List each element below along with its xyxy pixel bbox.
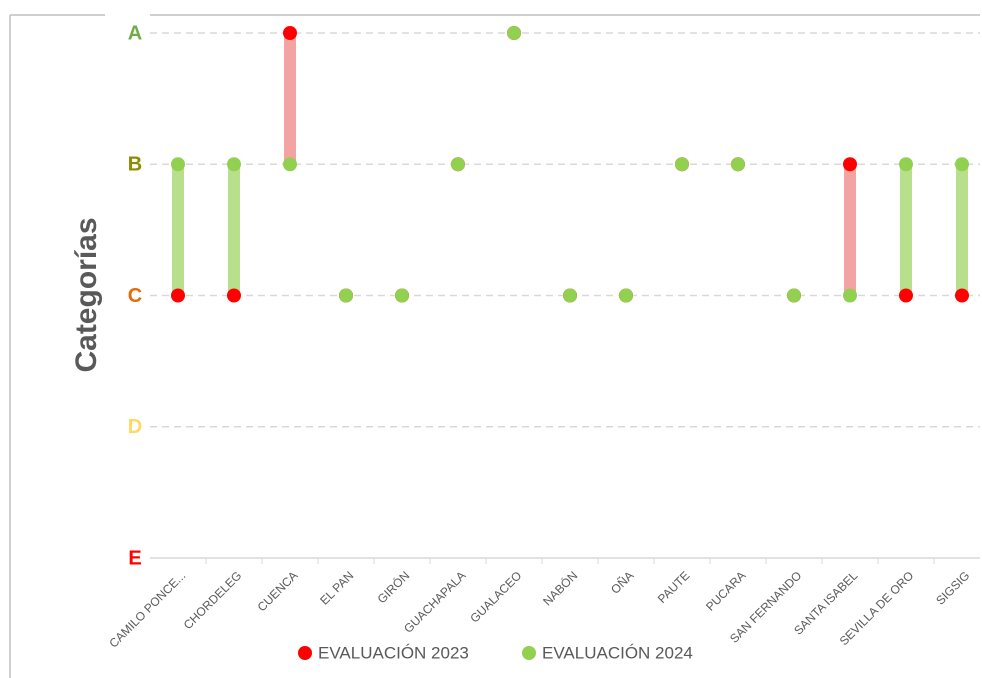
dot	[731, 157, 745, 172]
dot	[675, 157, 689, 172]
y-tick-label: E	[128, 547, 141, 569]
y-tick-label: B	[128, 154, 142, 176]
dot	[955, 157, 969, 172]
legend-marker	[298, 646, 312, 660]
x-tick-label: GIRÓN	[374, 568, 412, 606]
y-tick-label: C	[128, 285, 142, 307]
legend-label: EVALUACIÓN 2024	[542, 643, 693, 662]
x-tick-label: OÑA	[608, 568, 636, 596]
legend-label: EVALUACIÓN 2023	[318, 643, 469, 662]
x-tick-label: CUENCA	[255, 568, 301, 614]
x-tick-label: GUALACEO	[467, 568, 524, 625]
dot	[843, 288, 857, 303]
dot	[339, 288, 353, 303]
dot	[899, 288, 913, 303]
legend-marker	[522, 646, 536, 660]
x-tick-label: CAMILO PONCE...	[106, 568, 188, 650]
dot	[227, 288, 241, 303]
dot	[171, 157, 185, 172]
dot	[955, 288, 969, 303]
dot	[619, 288, 633, 303]
dot	[171, 288, 185, 303]
y-tick-label: D	[128, 416, 142, 438]
dot	[283, 26, 297, 40]
dot	[507, 26, 521, 40]
x-tick-label: PAUTE	[655, 568, 693, 606]
x-tick-label: CHORDELEG	[181, 568, 245, 632]
dot	[395, 288, 409, 303]
dot	[843, 157, 857, 172]
dot	[899, 157, 913, 172]
dot	[451, 157, 465, 172]
y-axis-label: Categorías	[70, 217, 103, 372]
dot	[227, 157, 241, 172]
x-tick-label: NABÓN	[540, 568, 581, 609]
dot	[283, 157, 297, 172]
x-tick-label: SIGSIG	[933, 568, 972, 607]
y-tick-label: A	[128, 22, 142, 44]
dot	[563, 288, 577, 303]
x-tick-label: PUCARA	[703, 568, 748, 613]
dot	[787, 288, 801, 303]
x-tick-label: EL PAN	[317, 568, 356, 607]
